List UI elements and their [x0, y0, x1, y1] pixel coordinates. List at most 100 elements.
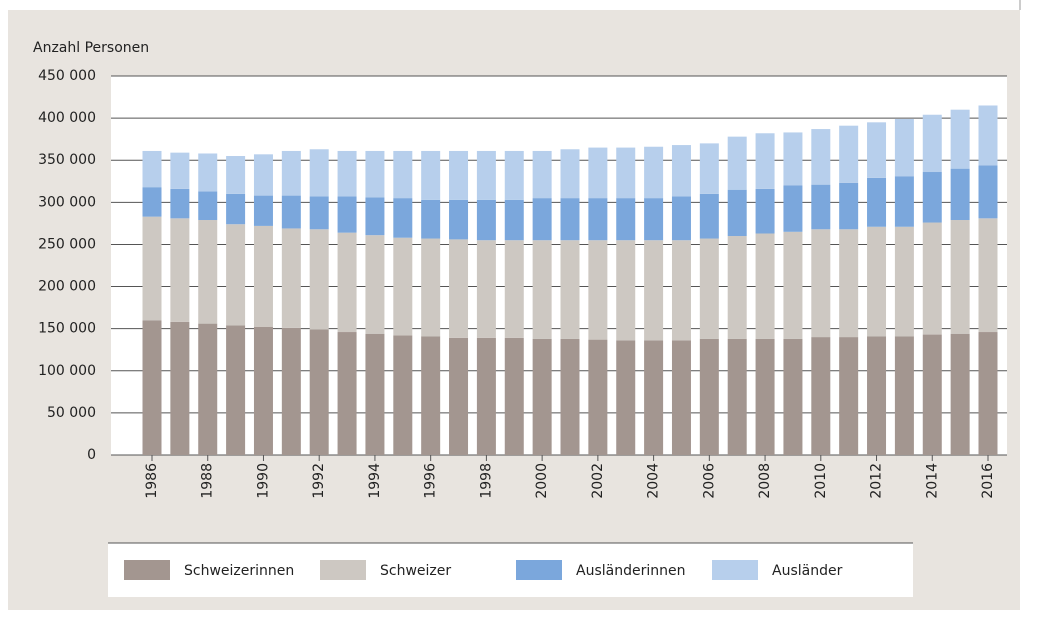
bar-segment	[950, 220, 970, 334]
bar-segment	[588, 147, 608, 199]
bar-segment	[253, 195, 273, 226]
bar-segment	[950, 333, 970, 455]
x-tick-label: 1988	[200, 463, 216, 499]
bar-segment	[811, 229, 831, 338]
bar-segment	[616, 240, 636, 341]
bar-segment	[922, 114, 942, 173]
bar-segment	[309, 329, 329, 455]
bar-segment	[337, 150, 357, 197]
legend-label: Schweizerinnen	[184, 563, 294, 579]
bar-segment	[560, 149, 580, 199]
bar-segment	[393, 237, 413, 336]
x-tick-label: 2016	[980, 463, 996, 499]
bar-segment	[699, 238, 719, 339]
bar-segment	[616, 198, 636, 241]
bar-segment	[727, 189, 747, 237]
bar-segment	[504, 150, 524, 200]
bar-segment	[783, 338, 803, 455]
bar-segment	[504, 240, 524, 338]
bar-segment	[337, 196, 357, 233]
bar-segment	[839, 182, 859, 230]
bar-segment	[950, 109, 970, 169]
bar-segment	[365, 150, 385, 198]
bar-segment	[449, 150, 469, 200]
bar-segment	[226, 224, 246, 326]
bar-segment	[476, 150, 496, 200]
bar-segment	[671, 240, 691, 341]
bar-segment	[393, 150, 413, 199]
x-tick-label: 2002	[590, 463, 606, 499]
bar-segment	[811, 129, 831, 185]
bar-segment	[783, 231, 803, 339]
y-axis-label: Anzahl Personen	[33, 40, 149, 56]
bar-segment	[588, 198, 608, 241]
bar-segment	[449, 239, 469, 338]
y-tick-label: 450 000	[38, 68, 96, 84]
bar-segment	[421, 199, 441, 239]
legend-swatch	[320, 560, 366, 580]
bar-segment	[867, 122, 887, 178]
bar-segment	[783, 132, 803, 186]
bar-segment	[755, 133, 775, 189]
y-tick-label: 350 000	[38, 152, 96, 168]
bar-segment	[755, 233, 775, 339]
bar-segment	[588, 339, 608, 455]
x-tick-label: 1990	[255, 463, 271, 499]
bar-segment	[449, 337, 469, 455]
bar-segment	[142, 150, 162, 188]
bar-segment	[671, 196, 691, 241]
bar-segment	[170, 152, 190, 189]
bar-segment	[727, 236, 747, 339]
bar-segment	[532, 150, 552, 199]
y-tick-label: 200 000	[38, 279, 96, 295]
bar-segment	[894, 118, 914, 177]
x-tick-label: 2004	[646, 463, 662, 499]
x-tick-label: 2008	[757, 463, 773, 499]
bar-segment	[699, 193, 719, 239]
bar-segment	[198, 220, 218, 324]
bar-segment	[978, 105, 998, 166]
bar-segment	[281, 195, 301, 229]
bar-segment	[644, 240, 664, 341]
bar-segment	[198, 153, 218, 192]
bar-segment	[532, 198, 552, 241]
bar-segment	[644, 198, 664, 241]
x-tick-label: 1994	[367, 463, 383, 499]
bar-segment	[755, 338, 775, 455]
x-tick-label: 1998	[478, 463, 494, 499]
bar-segment	[170, 218, 190, 322]
bar-segment	[755, 188, 775, 234]
bar-segment	[476, 199, 496, 241]
bar-segment	[699, 143, 719, 194]
bar-segment	[198, 191, 218, 221]
legend-swatch	[712, 560, 758, 580]
bar-segment	[867, 177, 887, 227]
legend-label: Schweizer	[380, 563, 451, 579]
bar-segment	[309, 229, 329, 330]
y-tick-label: 50 000	[47, 405, 96, 421]
bar-segment	[281, 150, 301, 196]
bar-segment	[170, 188, 190, 219]
bar-segment	[811, 184, 831, 230]
bar-segment	[978, 332, 998, 455]
x-tick-label: 2006	[701, 463, 717, 499]
bar-segment	[449, 199, 469, 240]
bar-segment	[922, 172, 942, 223]
bar-segment	[811, 337, 831, 455]
bar-segment	[616, 340, 636, 455]
y-tick-label: 150 000	[38, 321, 96, 337]
bar-segment	[504, 199, 524, 241]
bar-segment	[476, 240, 496, 338]
legend-swatch	[124, 560, 170, 580]
bar-segment	[253, 326, 273, 455]
y-tick-label: 250 000	[38, 236, 96, 252]
bar-segment	[198, 323, 218, 455]
bar-segment	[867, 226, 887, 337]
x-tick-label: 1996	[423, 463, 439, 499]
bar-segment	[560, 338, 580, 455]
bar-segment	[894, 226, 914, 337]
bar-segment	[253, 225, 273, 327]
bar-segment	[894, 176, 914, 227]
x-tick-label: 1986	[144, 463, 160, 499]
